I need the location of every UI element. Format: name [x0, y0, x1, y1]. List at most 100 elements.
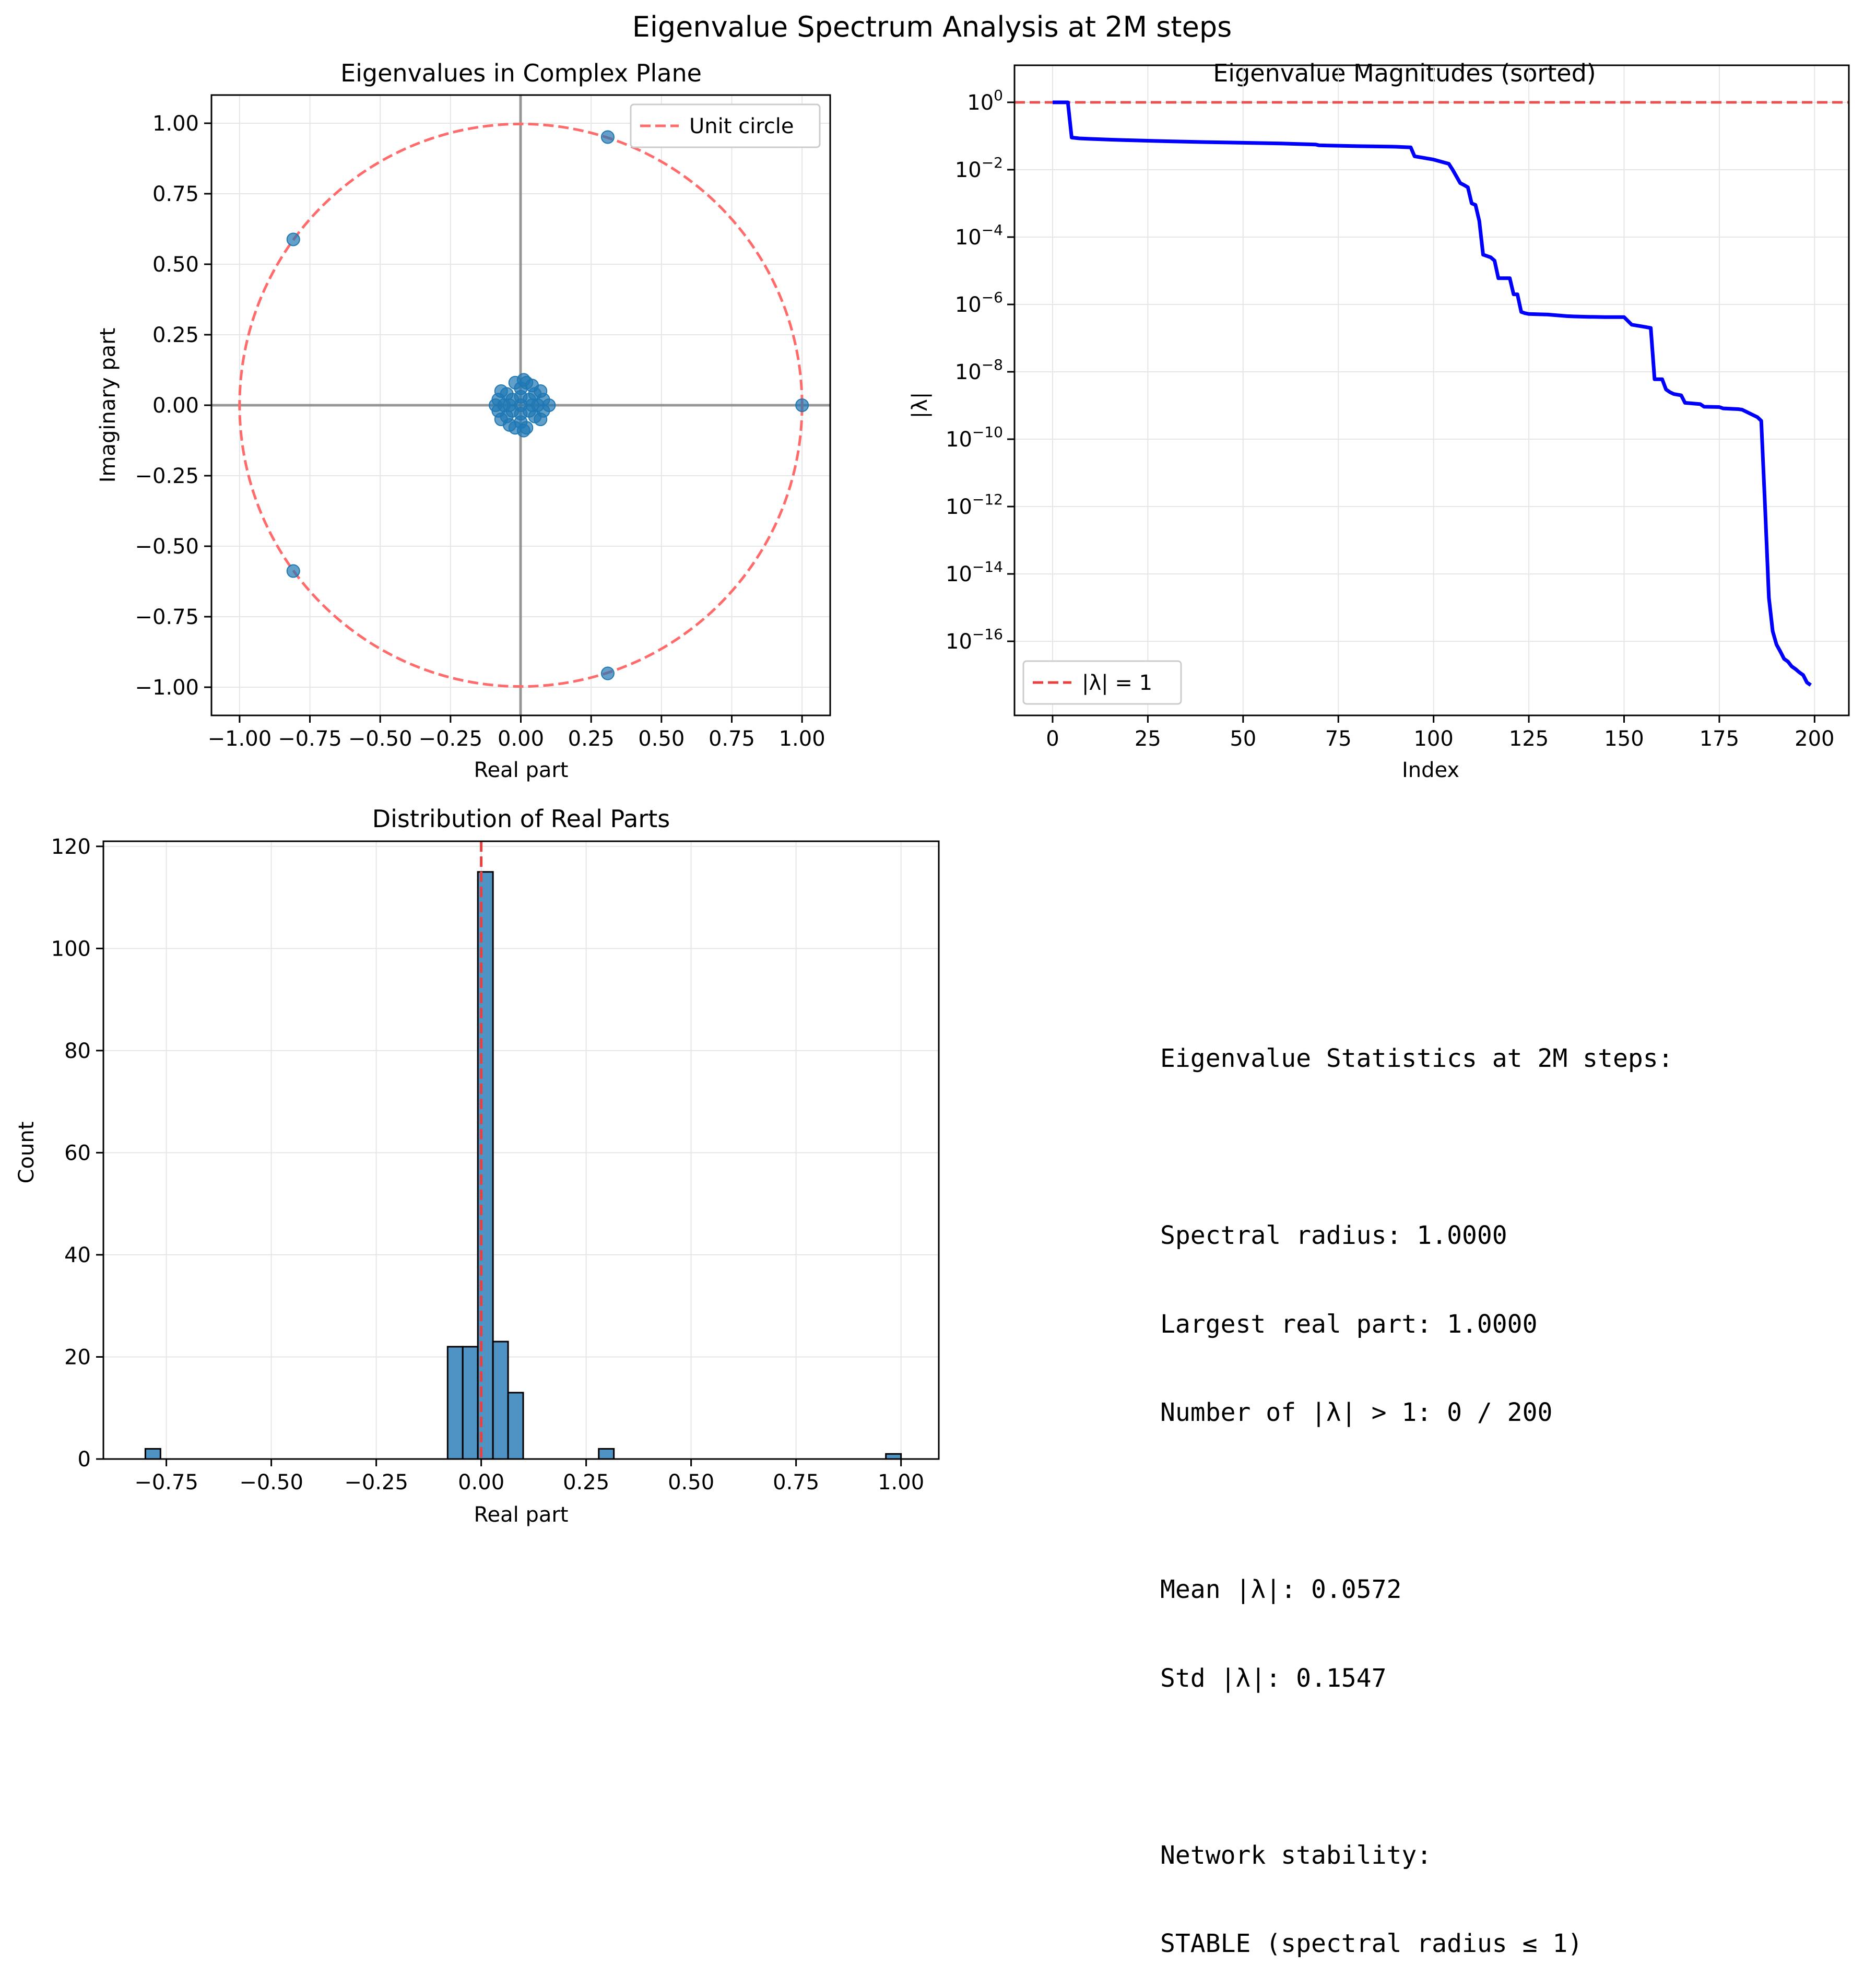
chart1-x-tick-label: −0.75 [278, 727, 342, 751]
eigenvalue-point [489, 398, 503, 412]
stats-line: Largest real part: 1.0000 [1160, 1309, 1538, 1339]
tick-exponent: 0 [994, 87, 1003, 104]
eigenvalue-point [525, 398, 539, 412]
chart1-y-tick-label: 0.25 [152, 323, 199, 347]
eigenvalue-point [514, 390, 528, 404]
histogram-bar [144, 1448, 161, 1460]
tick-exponent: −14 [972, 558, 1003, 575]
tick-exponent: −4 [982, 221, 1003, 239]
tick-exponent: −6 [982, 289, 1003, 306]
chart1-x-tick-label: 0.75 [709, 727, 755, 751]
eigenvalue-point [494, 413, 508, 426]
chart1-x-tick-label: 0.50 [638, 727, 685, 751]
chart2-x-tick-label: 175 [1700, 727, 1739, 751]
chart2-y-tick-label: 10−10 [946, 424, 1003, 452]
stats-line [1160, 1133, 1673, 1162]
chart2-y-tick-label: 10−6 [955, 289, 1003, 317]
histogram-chart: Distribution of Real Parts Real part Cou… [15, 805, 940, 1527]
chart3-x-tick-label: 0.00 [458, 1471, 504, 1495]
eigenvalue-point [494, 384, 508, 398]
tick-exponent: −12 [972, 491, 1003, 508]
histogram-bar [462, 1346, 479, 1460]
tick-exponent: −2 [982, 154, 1003, 171]
tick-base: 10 [955, 293, 982, 317]
tick-exponent: −10 [972, 424, 1003, 441]
chart3-ylabel: Count [15, 1122, 39, 1184]
eigenvalue-point [516, 424, 530, 438]
chart2-legend-label: |λ| = 1 [1082, 671, 1152, 695]
stats-line [1160, 1752, 1673, 1782]
chart2-y-tick-label: 10−8 [955, 356, 1003, 384]
chart3-y-tick-label: 20 [64, 1345, 91, 1369]
chart2-frame [1013, 64, 1850, 716]
chart1-x-tick-label: 1.00 [779, 727, 825, 751]
chart1-x-tick-label: −1.00 [208, 727, 272, 751]
chart2-x-tick-label: 150 [1604, 727, 1644, 751]
stats-line: STABLE (spectral radius ≤ 1) [1160, 1929, 1583, 1958]
eigenvalue-point [600, 666, 615, 680]
magnitudes-chart: Eigenvalue Magnitudes (sorted) Index |λ|… [908, 59, 1850, 782]
chart1-x-tick-label: −0.50 [348, 727, 412, 751]
chart1-y-tick-label: −0.50 [135, 535, 199, 559]
chart3-x-tick-label: −0.75 [134, 1471, 198, 1495]
chart2-xlabel: Index [1402, 758, 1459, 782]
chart2-y-tick-label: 100 [967, 87, 1003, 115]
eigenvalue-point [542, 398, 556, 412]
chart1-x-tick-label: −0.25 [419, 727, 483, 751]
tick-base: 10 [955, 226, 982, 250]
eigenvalue-point [514, 407, 528, 421]
tick-base: 10 [946, 562, 972, 586]
eigenvalue-point [286, 564, 300, 578]
stats-line: Network stability: [1160, 1840, 1432, 1870]
histogram-bar [507, 1392, 524, 1460]
chart2-y-tick-label: 10−14 [946, 558, 1003, 586]
stats-line [1160, 1487, 1673, 1516]
chart1-y-tick-label: −1.00 [135, 676, 199, 700]
stats-line: Spectral radius: 1.0000 [1160, 1221, 1507, 1250]
chart3-y-tick-label: 120 [51, 835, 91, 859]
chart3-x-tick-label: −0.25 [344, 1471, 408, 1495]
chart2-legend: |λ| = 1 [1022, 660, 1182, 705]
chart1-x-tick-label: 0.00 [498, 727, 544, 751]
chart2-ylabel: |λ| [908, 392, 932, 419]
chart1-ylabel: Imaginary part [96, 328, 120, 483]
eigenvalue-point [516, 373, 530, 387]
chart2-x-tick-label: 50 [1230, 727, 1256, 751]
chart1-y-tick-label: 0.00 [152, 394, 199, 418]
chart1-legend: Unit circle [630, 103, 821, 148]
histogram-bar [446, 1346, 464, 1460]
chart2-y-tick-label: 10−12 [946, 491, 1003, 519]
chart1-x-tick-label: 0.25 [568, 727, 615, 751]
chart3-x-tick-label: 0.50 [668, 1471, 714, 1495]
tick-base: 10 [967, 91, 994, 115]
chart2-x-tick-label: 0 [1046, 727, 1059, 751]
complex-plane-chart: Eigenvalues in Complex Plane Real part I… [96, 59, 831, 782]
chart1-y-tick-label: 0.50 [152, 253, 199, 277]
eigenvalue-point [534, 413, 548, 426]
chart1-legend-label: Unit circle [689, 114, 794, 138]
figure-title: Eigenvalue Spectrum Analysis at 2M steps [632, 10, 1232, 43]
chart1-y-tick-label: −0.25 [135, 464, 199, 488]
chart3-y-tick-label: 100 [51, 937, 91, 961]
stats-line: Std |λ|: 0.1547 [1160, 1663, 1387, 1693]
chart3-y-tick-label: 0 [78, 1448, 91, 1472]
tick-exponent: −8 [982, 356, 1003, 373]
chart1-y-tick-label: 1.00 [152, 112, 199, 136]
eigenvalue-point [534, 384, 548, 398]
eigenvalue-point [600, 130, 615, 144]
eigenvalue-point [502, 398, 516, 412]
chart3-title: Distribution of Real Parts [372, 805, 670, 833]
chart2-x-tick-label: 75 [1325, 727, 1352, 751]
eigenvalue-point [286, 232, 300, 246]
tick-exponent: −16 [972, 626, 1003, 643]
chart1-y-tick-label: 0.75 [152, 182, 199, 206]
chart2-y-tick-label: 10−2 [955, 154, 1003, 182]
chart2-legend-box [1022, 660, 1182, 705]
chart3-xlabel: Real part [474, 1503, 569, 1527]
tick-base: 10 [946, 428, 972, 452]
chart3-frame [102, 840, 940, 1460]
tick-base: 10 [955, 158, 982, 182]
figure: Eigenvalue Spectrum Analysis at 2M steps… [15, 10, 1850, 1527]
tick-base: 10 [946, 495, 972, 519]
chart3-x-tick-label: −0.50 [239, 1471, 303, 1495]
